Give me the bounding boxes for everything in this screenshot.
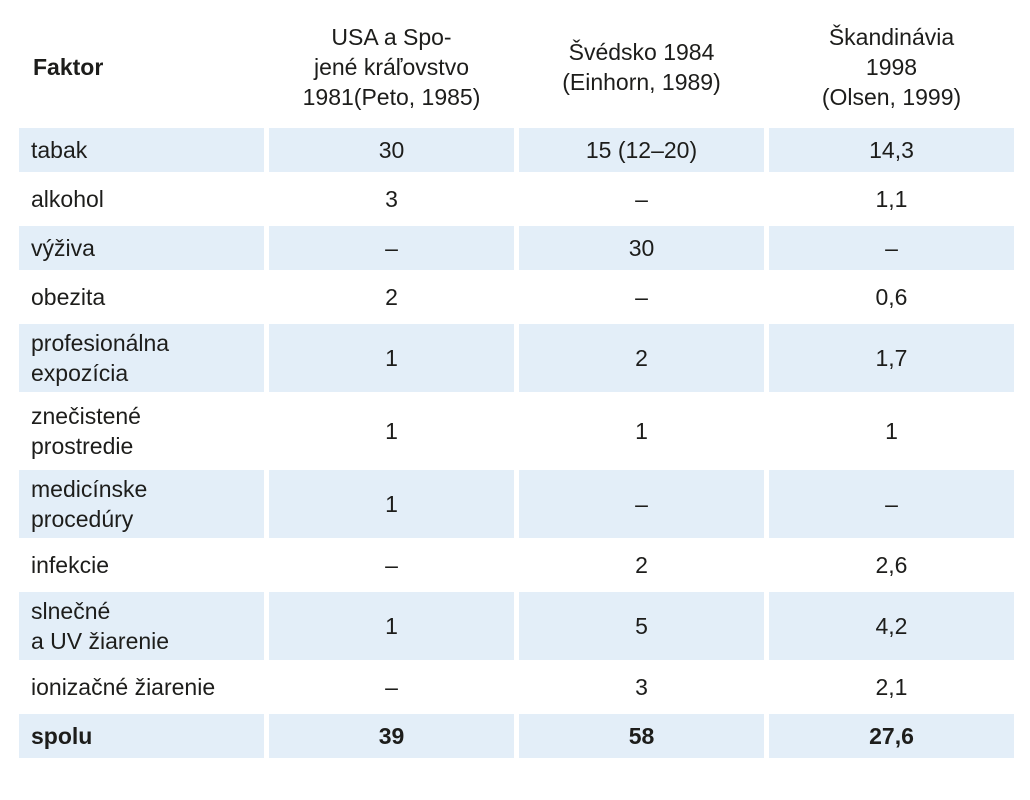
cell-factor: obezita (19, 275, 264, 319)
table-row: slnečné a UV žiarenie 1 5 4,2 (19, 592, 1014, 660)
cell-factor: profesionálna expozícia (19, 324, 264, 392)
cell-scandinavia: 1,1 (769, 177, 1014, 221)
factor-line: tabak (31, 137, 88, 163)
header-line: (Einhorn, 1989) (562, 69, 721, 95)
header-line: Faktor (33, 54, 104, 80)
table-row: výživa – 30 – (19, 226, 1014, 270)
cell-scandinavia: – (769, 226, 1014, 270)
cell-factor: medicínske procedúry (19, 470, 264, 538)
cell-scandinavia: – (769, 470, 1014, 538)
header-line: 1998 (865, 54, 918, 80)
table-row: alkohol 3 – 1,1 (19, 177, 1014, 221)
cell-factor: slnečné a UV žiarenie (19, 592, 264, 660)
cell-usa-uk: – (269, 543, 514, 587)
table-row: infekcie – 2 2,6 (19, 543, 1014, 587)
cell-sweden: 1 (519, 397, 764, 465)
cell-sweden: 2 (519, 543, 764, 587)
cell-sweden: 5 (519, 592, 764, 660)
header-row: Faktor USA a Spo- jené kráľovstvo 1981(P… (19, 11, 1014, 123)
cell-factor: tabak (19, 128, 264, 172)
header-line: USA a Spo- (331, 24, 452, 50)
cell-scandinavia: 14,3 (769, 128, 1014, 172)
factor-line: alkohol (31, 186, 104, 212)
cell-usa-uk: 1 (269, 592, 514, 660)
table-body: tabak 30 15 (12–20) 14,3 alkohol 3 – 1,1… (19, 128, 1014, 758)
cell-usa-uk: 1 (269, 470, 514, 538)
cell-factor: infekcie (19, 543, 264, 587)
table-row: profesionálna expozícia 1 2 1,7 (19, 324, 1014, 392)
header-line: (Olsen, 1999) (821, 84, 962, 110)
table-row: znečistené prostredie 1 1 1 (19, 397, 1014, 465)
cell-sweden: 30 (519, 226, 764, 270)
total-row: spolu 39 58 27,6 (19, 714, 1014, 758)
cell-usa-uk: 1 (269, 324, 514, 392)
header-scandinavia: Škandinávia 1998 (Olsen, 1999) (769, 11, 1014, 123)
header-line: Švédsko 1984 (568, 39, 715, 65)
table-row: ionizačné žiarenie – 3 2,1 (19, 665, 1014, 709)
factor-line: výživa (31, 235, 95, 261)
factor-line: procedúry (31, 506, 134, 532)
cell-scandinavia: 0,6 (769, 275, 1014, 319)
factor-line: infekcie (31, 552, 109, 578)
table-row: obezita 2 – 0,6 (19, 275, 1014, 319)
cell-sweden: 15 (12–20) (519, 128, 764, 172)
factor-line: ionizačné žiarenie (31, 674, 216, 700)
cell-sweden: – (519, 470, 764, 538)
factor-line: prostredie (31, 433, 134, 459)
table-row: medicínske procedúry 1 – – (19, 470, 1014, 538)
cell-factor: znečistené prostredie (19, 397, 264, 465)
cell-total-sweden: 58 (519, 714, 764, 758)
table-row: tabak 30 15 (12–20) 14,3 (19, 128, 1014, 172)
cell-usa-uk: – (269, 665, 514, 709)
cell-factor: ionizačné žiarenie (19, 665, 264, 709)
cell-scandinavia: 2,1 (769, 665, 1014, 709)
cancer-factors-table-container: Faktor USA a Spo- jené kráľovstvo 1981(P… (14, 6, 1018, 763)
cell-factor: výživa (19, 226, 264, 270)
factor-line: profesionálna (31, 330, 170, 356)
cell-usa-uk: 2 (269, 275, 514, 319)
factor-line: znečistené (31, 403, 141, 429)
cell-scandinavia: 2,6 (769, 543, 1014, 587)
cell-sweden: 3 (519, 665, 764, 709)
cell-scandinavia: 1,7 (769, 324, 1014, 392)
factor-line: medicínske (31, 476, 148, 502)
cell-total-usa-uk: 39 (269, 714, 514, 758)
cell-sweden: – (519, 177, 764, 221)
cell-total-scandinavia: 27,6 (769, 714, 1014, 758)
header-usa-uk: USA a Spo- jené kráľovstvo 1981(Peto, 19… (269, 11, 514, 123)
header-line: jené kráľovstvo (313, 54, 469, 80)
cell-sweden: 2 (519, 324, 764, 392)
cell-usa-uk: – (269, 226, 514, 270)
cell-usa-uk: 1 (269, 397, 514, 465)
factor-line: obezita (31, 284, 106, 310)
factor-line: a UV žiarenie (31, 628, 170, 654)
cell-total-label: spolu (19, 714, 264, 758)
factor-line: slnečné (31, 598, 111, 624)
table-header: Faktor USA a Spo- jené kráľovstvo 1981(P… (19, 11, 1014, 123)
cell-usa-uk: 30 (269, 128, 514, 172)
cell-scandinavia: 1 (769, 397, 1014, 465)
cell-sweden: – (519, 275, 764, 319)
header-factor: Faktor (19, 11, 264, 123)
cell-usa-uk: 3 (269, 177, 514, 221)
cancer-factors-table: Faktor USA a Spo- jené kráľovstvo 1981(P… (14, 6, 1019, 763)
cell-factor: alkohol (19, 177, 264, 221)
header-line: Škandinávia (828, 24, 955, 50)
cell-scandinavia: 4,2 (769, 592, 1014, 660)
factor-line: expozícia (31, 360, 129, 386)
header-sweden: Švédsko 1984 (Einhorn, 1989) (519, 11, 764, 123)
header-line: 1981(Peto, 1985) (302, 84, 481, 110)
